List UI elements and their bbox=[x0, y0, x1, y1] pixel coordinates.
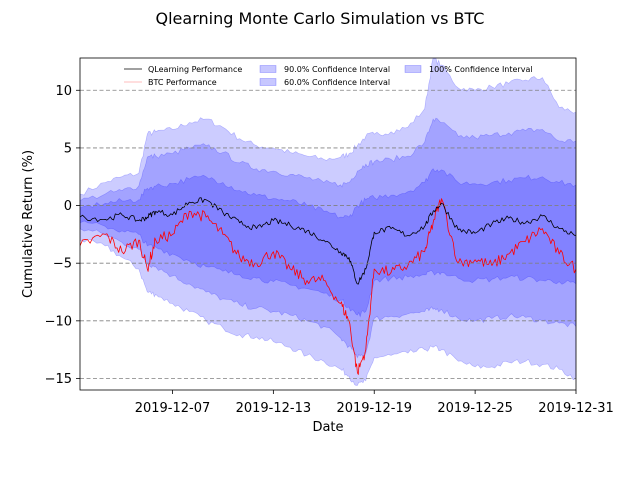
plot-area bbox=[80, 58, 576, 390]
x-tick-label: 2019-12-31 bbox=[538, 401, 614, 416]
y-tick-label: −10 bbox=[45, 314, 72, 329]
plot-frame bbox=[79, 57, 577, 391]
legend-label: BTC Performance bbox=[148, 78, 217, 87]
legend-label: 90.0% Confidence Interval bbox=[284, 65, 390, 74]
x-axis-label: Date bbox=[312, 420, 343, 435]
series-line-btc-performance bbox=[80, 198, 576, 375]
x-tick-label: 2019-12-07 bbox=[135, 401, 211, 416]
chart-title: Qlearning Monte Carlo Simulation vs BTC bbox=[156, 9, 485, 28]
plot-background bbox=[80, 58, 576, 390]
legend: QLearning Performance BTC Performance 90.0… bbox=[124, 65, 533, 87]
band-100-confidence-interval bbox=[80, 58, 576, 386]
legend-band-swatch bbox=[259, 65, 277, 73]
y-tick-label: −15 bbox=[45, 372, 72, 387]
band-90-0-confidence-interval bbox=[80, 117, 576, 359]
y-axis-label: Cumulative Return (%) bbox=[21, 150, 36, 298]
legend-band-swatch bbox=[404, 65, 422, 73]
x-tick-label: 2019-12-19 bbox=[336, 401, 412, 416]
legend-label: 60.0% Confidence Interval bbox=[284, 78, 390, 87]
y-tick-label: −5 bbox=[53, 257, 72, 272]
grid bbox=[80, 89, 576, 379]
series-line-qlearning-performance bbox=[80, 197, 576, 285]
y-tick-label: 10 bbox=[55, 84, 72, 99]
legend-band-swatch bbox=[259, 78, 277, 86]
y-tick-label: 5 bbox=[64, 141, 72, 156]
axes: −15 −10 −5 0 5 10 2019-12-07 2019-12-13 2019-12-… bbox=[45, 57, 614, 416]
legend-label: QLearning Performance bbox=[148, 65, 242, 74]
y-tick-label: 0 bbox=[64, 199, 72, 214]
legend-label: 100% Confidence Interval bbox=[429, 65, 533, 74]
x-tick-label: 2019-12-25 bbox=[437, 401, 513, 416]
x-tick-label: 2019-12-13 bbox=[236, 401, 312, 416]
